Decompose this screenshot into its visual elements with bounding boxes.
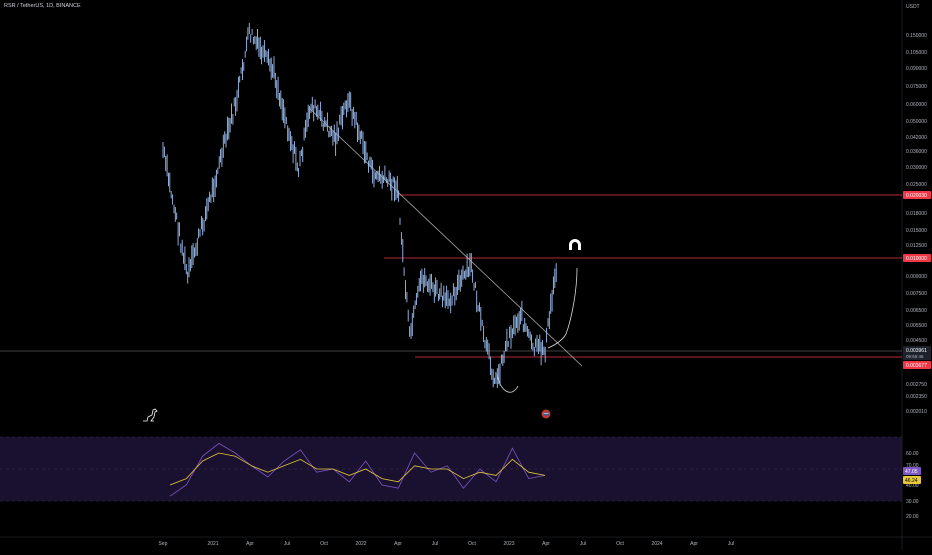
symbol-title: RSR / TetherUS, 1D, BINANCE: [4, 3, 81, 9]
time-tick-label: 2024: [651, 541, 662, 547]
dinosaur-icon: [143, 408, 158, 422]
magnet-icon: [569, 239, 581, 250]
price-tick-label: 0.007500: [906, 291, 927, 297]
time-tick-label: Oct: [468, 541, 476, 547]
price-tick-label: 0.042000: [906, 135, 927, 141]
rsi-line: [169, 442, 546, 497]
price-tick-label: 0.090000: [906, 66, 927, 72]
label-current-price: 0.003961 09:55:46: [903, 346, 931, 360]
price-axis-unit: USDT: [906, 4, 920, 10]
svg-text:47.05: 47.05: [905, 469, 918, 475]
price-tick-label: 0.025000: [906, 182, 927, 188]
time-tick-label: Apr: [542, 541, 550, 547]
rsi-value-label: 47.05: [903, 467, 921, 475]
price-tick-label: 0.002010: [906, 409, 927, 415]
price-tick-label: 0.060000: [906, 102, 927, 108]
price-tick-label: 0.004500: [906, 338, 927, 344]
time-tick-label: Apr: [246, 541, 254, 547]
time-tick-label: Oct: [616, 541, 624, 547]
time-tick-label: Jul: [432, 541, 438, 547]
time-tick-label: Apr: [394, 541, 402, 547]
time-tick-label: Jul: [728, 541, 734, 547]
price-tick-label: 0.002350: [906, 394, 927, 400]
label-support: 0.003677: [903, 361, 931, 369]
time-tick-label: Oct: [320, 541, 328, 547]
price-tick-label: 0.036000: [906, 149, 927, 155]
price-tick-label: 0.005500: [906, 323, 927, 329]
price-tick-label: 0.015000: [906, 228, 927, 234]
rsi-ma-label: 46.24: [903, 476, 921, 484]
rsi-tick-label: 20.00: [906, 514, 919, 520]
rounded-bottom-marker: [496, 373, 519, 393]
svg-text:0.020030: 0.020030: [906, 193, 927, 199]
time-tick-label: Jul: [284, 541, 290, 547]
rsi-tick-label: 40.00: [906, 483, 919, 489]
svg-text:0.010000: 0.010000: [906, 256, 927, 262]
time-tick-label: Sep: [159, 541, 168, 547]
svg-text:46.24: 46.24: [905, 478, 918, 484]
rsi-tick-label: 60.00: [906, 451, 919, 457]
flag-icon: [541, 409, 551, 419]
price-tick-label: 0.006500: [906, 308, 927, 314]
price-tick-label: 0.075000: [906, 84, 927, 90]
time-tick-label: 2022: [355, 541, 366, 547]
label-resistance-2: 0.010000: [903, 254, 931, 262]
descending-trendline: [308, 107, 583, 367]
price-tick-label: 0.009000: [906, 274, 927, 280]
svg-text:0.003961: 0.003961: [906, 348, 927, 354]
time-tick-label: 2023: [503, 541, 514, 547]
price-tick-label: 0.105000: [906, 50, 927, 56]
time-tick-label: Apr: [690, 541, 698, 547]
price-tick-label: 0.050000: [906, 119, 927, 125]
svg-text:0.003677: 0.003677: [906, 363, 927, 369]
projection-path: [547, 267, 578, 349]
rsi-tick-label: 70.00: [906, 463, 919, 469]
label-resistance-1: 0.020030: [903, 191, 931, 199]
svg-text:09:55:46: 09:55:46: [906, 354, 924, 359]
price-tick-label: 0.150000: [906, 33, 927, 39]
price-tick-label: 0.018000: [906, 211, 927, 217]
rsi-ma-line: [169, 452, 546, 486]
price-tick-label: 0.012500: [906, 243, 927, 249]
price-tick-label: 0.030000: [906, 165, 927, 171]
rsi-tick-label: 30.00: [906, 499, 919, 505]
time-tick-label: 2021: [207, 541, 218, 547]
time-tick-label: Jul: [580, 541, 586, 547]
price-tick-label: 0.002750: [906, 382, 927, 388]
